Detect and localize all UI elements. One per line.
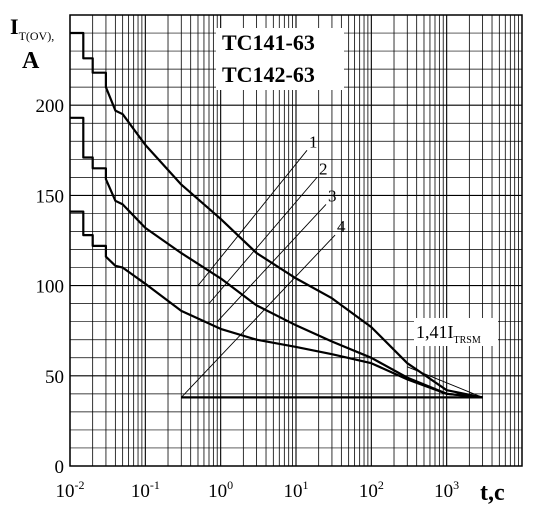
- plot-frame: [69, 14, 523, 467]
- leader-line-4: [180, 234, 336, 398]
- x-axis-label: t,c: [480, 480, 505, 506]
- x-tick-label: 100: [208, 478, 233, 502]
- y-axis-label: IT(OV),: [10, 14, 54, 43]
- curve-label-4: 4: [337, 217, 346, 236]
- y-tick-label: 0: [55, 457, 65, 478]
- y-tick-label: 50: [45, 367, 64, 388]
- leader-line-1: [197, 150, 308, 286]
- series-line-3: [70, 210, 483, 399]
- x-tick-label: 103: [434, 478, 459, 502]
- annotation-box: [414, 318, 498, 346]
- y-tick-label: 150: [36, 186, 65, 207]
- series-line-2: [70, 116, 483, 399]
- chart-title-line-1: TC141-63: [222, 30, 315, 55]
- annotation-leader-line: [407, 366, 483, 398]
- series-line-1: [70, 31, 483, 399]
- y-tick-label: 200: [36, 96, 65, 117]
- x-tick-label: 10-2: [56, 478, 85, 502]
- y-axis-unit: A: [22, 48, 40, 74]
- x-tick-label: 102: [359, 478, 384, 502]
- curve-label-1: 1: [309, 132, 318, 151]
- annotation-main: 1,41I: [416, 322, 454, 342]
- curve-label-3: 3: [328, 186, 337, 205]
- annotation-subscript: TRSM: [454, 335, 481, 346]
- annotation-label: 1,41ITRSM: [416, 322, 481, 346]
- leader-line-2: [208, 177, 318, 304]
- grid: [69, 14, 523, 467]
- curve-label-2: 2: [319, 159, 328, 178]
- title-box: [216, 28, 344, 90]
- y-tick-label: 100: [36, 277, 65, 298]
- annotation: 1,41ITRSM: [414, 318, 498, 346]
- y-axis-subscript: T(OV),: [19, 29, 55, 43]
- chart-title-line-2: TC142-63: [222, 62, 315, 87]
- series-lines: [70, 31, 483, 399]
- x-tick-label: 10-1: [131, 478, 160, 502]
- leader-lines: [180, 150, 483, 398]
- y-axis-symbol: I: [10, 14, 19, 39]
- x-tick-label: 101: [284, 478, 309, 502]
- tick-labels: 0 50 100 150 200 10-2 10-1 100 101 102 103: [36, 96, 460, 502]
- leader-line-3: [216, 204, 327, 322]
